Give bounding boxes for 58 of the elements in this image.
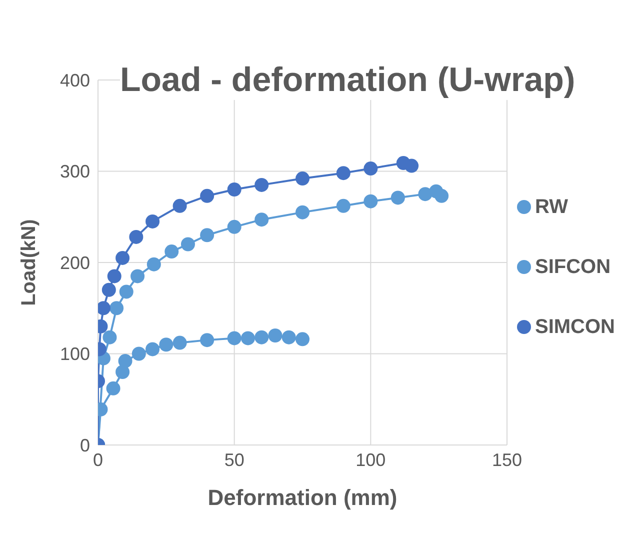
point bbox=[106, 381, 120, 396]
point bbox=[118, 354, 132, 368]
point bbox=[132, 346, 146, 361]
point bbox=[296, 332, 310, 346]
point bbox=[240, 331, 255, 346]
point bbox=[116, 250, 130, 265]
point bbox=[364, 194, 378, 208]
point bbox=[296, 205, 310, 220]
point bbox=[227, 331, 242, 346]
point bbox=[254, 212, 269, 227]
y-tick-label: 400 bbox=[60, 70, 90, 90]
point bbox=[102, 282, 116, 297]
point bbox=[180, 237, 195, 252]
point bbox=[296, 172, 310, 186]
point bbox=[268, 328, 282, 342]
point bbox=[129, 230, 144, 244]
point bbox=[404, 158, 419, 173]
point bbox=[146, 257, 161, 272]
point bbox=[418, 187, 432, 202]
x-axis-title: Deformation (mm) bbox=[208, 485, 398, 510]
point bbox=[254, 330, 269, 344]
y-tick-label: 0 bbox=[80, 435, 90, 456]
point bbox=[282, 330, 296, 344]
point bbox=[172, 198, 187, 213]
x-tick-label: 0 bbox=[92, 450, 104, 470]
point bbox=[102, 330, 117, 344]
point bbox=[434, 188, 449, 203]
y-axis-title: Load(kN) bbox=[18, 219, 40, 306]
point bbox=[364, 162, 378, 176]
point bbox=[336, 166, 350, 180]
point bbox=[172, 336, 187, 350]
point bbox=[107, 269, 122, 284]
y-tick-label: 100 bbox=[60, 344, 90, 364]
point bbox=[146, 342, 160, 356]
point bbox=[164, 244, 179, 259]
point bbox=[146, 214, 160, 228]
point bbox=[116, 365, 130, 379]
point bbox=[336, 198, 350, 213]
point bbox=[200, 333, 214, 348]
point bbox=[130, 269, 145, 284]
x-tick-label: 150 bbox=[492, 450, 522, 470]
legend-label: RW bbox=[535, 196, 568, 218]
point bbox=[227, 182, 242, 196]
legend-label: SIMCON bbox=[535, 316, 615, 338]
x-tick-label: 100 bbox=[356, 450, 386, 470]
point bbox=[200, 188, 214, 203]
point bbox=[200, 228, 214, 242]
point bbox=[159, 338, 174, 352]
point bbox=[227, 220, 242, 234]
point bbox=[390, 190, 405, 205]
point bbox=[254, 178, 269, 192]
y-tick-label: 300 bbox=[60, 162, 90, 182]
point bbox=[119, 284, 134, 299]
y-tick-label: 200 bbox=[60, 252, 90, 273]
x-tick-label: 50 bbox=[224, 450, 244, 470]
chart-title: Load - deformation (U-wrap) bbox=[120, 60, 576, 100]
point bbox=[110, 301, 124, 316]
legend-label: SIFCON bbox=[535, 256, 611, 278]
